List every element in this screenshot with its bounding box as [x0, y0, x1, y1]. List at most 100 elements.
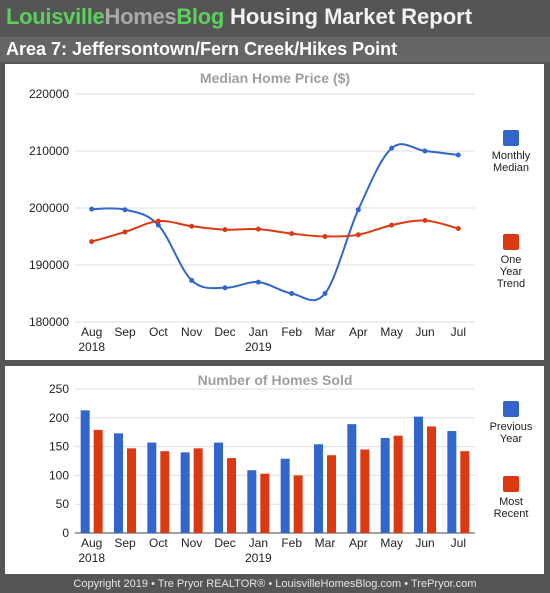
data-point: [122, 229, 128, 235]
x-tick-label: Feb: [281, 325, 302, 339]
legend-label: One: [501, 254, 522, 266]
legend-label: Previous: [490, 421, 533, 433]
bar-series-1: [160, 451, 170, 533]
bar-series-1: [460, 451, 470, 533]
bar-series-0: [114, 433, 123, 533]
brand-logo[interactable]: LouisvilleHomesBlog: [6, 4, 224, 30]
data-point: [255, 226, 261, 232]
footer-copyright: Copyright 2019 • Tre Pryor REALTOR® • Lo…: [73, 578, 477, 590]
x-tick-label: Jun: [415, 325, 434, 339]
x-tick-label: Oct: [149, 536, 168, 550]
x-tick-label: May: [380, 325, 403, 339]
legend-swatch: [503, 401, 519, 417]
bar-series-0: [447, 431, 457, 533]
brand-part-louisville: Louisville: [6, 4, 105, 29]
data-point: [455, 226, 461, 232]
report-title: Housing Market Report: [230, 4, 473, 29]
x-tick-label: Jan: [249, 325, 268, 339]
x-tick-label: Sep: [114, 536, 136, 550]
legend-label: Most: [499, 496, 523, 508]
data-point: [155, 218, 161, 224]
data-point: [422, 148, 428, 154]
x-tick-label: Nov: [181, 325, 202, 339]
x-tick-label: Aug: [81, 536, 102, 550]
data-point: [189, 223, 195, 229]
x-tick-label: Aug: [81, 325, 102, 339]
bar-series-1: [360, 449, 370, 533]
x-year-label: 2019: [245, 551, 272, 565]
homes-sold-panel: Number of Homes Sold 0 50 100 150 200 250 Aug 20…: [5, 366, 544, 574]
y-tick-label: 100: [49, 468, 69, 482]
x-tick-label: Apr: [349, 536, 368, 550]
bar-series-0: [214, 442, 223, 533]
x-tick-label: Dec: [214, 325, 235, 339]
y-tick-label: 50: [56, 497, 70, 511]
area-banner: Area 7: Jeffersontown/Fern Creek/Hikes P…: [0, 37, 550, 62]
data-point: [189, 277, 195, 283]
bar-series-0: [247, 470, 257, 533]
legend-swatch: [503, 476, 519, 492]
bar-series-0: [80, 410, 90, 533]
data-point: [89, 239, 95, 245]
y-tick-label: 180000: [29, 315, 69, 329]
bar-series-1: [193, 448, 203, 533]
x-tick-label: Jul: [451, 536, 466, 550]
bar-series-0: [347, 424, 357, 533]
bar-series-1: [227, 458, 236, 533]
data-point: [455, 152, 461, 158]
median-price-panel: Median Home Price ($) 180000 190000 200000 2…: [5, 64, 544, 360]
brand-part-blog: Blog: [176, 4, 225, 29]
bar-series-0: [414, 416, 423, 533]
bar-series-0: [147, 442, 157, 533]
x-tick-label: Mar: [315, 536, 336, 550]
bar-series-1: [260, 473, 270, 533]
data-point: [222, 285, 228, 291]
bar-series-0: [380, 437, 390, 533]
bar-series-1: [127, 448, 136, 533]
chart-title: Number of Homes Sold: [198, 372, 353, 388]
x-tick-label: Jan: [249, 536, 268, 550]
legend-swatch: [503, 234, 519, 250]
x-tick-label: May: [380, 536, 403, 550]
series-line-1: [91, 219, 459, 243]
x-tick-label: Mar: [315, 325, 336, 339]
bar-series-1: [293, 475, 303, 533]
x-year-label: 2018: [78, 551, 105, 565]
legend-label: Median: [493, 162, 529, 174]
legend-label: Trend: [497, 278, 525, 290]
data-point: [389, 145, 395, 151]
x-year-label: 2018: [78, 340, 105, 354]
y-tick-label: 150: [49, 440, 69, 454]
x-tick-label: Jul: [451, 325, 466, 339]
bar-series-0: [280, 458, 290, 533]
data-point: [255, 279, 261, 285]
y-tick-label: 190000: [29, 258, 69, 272]
y-tick-label: 200: [49, 411, 69, 425]
y-tick-label: 210000: [29, 144, 69, 158]
bar-series-1: [427, 426, 436, 533]
data-point: [222, 227, 228, 233]
y-tick-label: 220000: [29, 87, 69, 101]
legend-label: Year: [500, 433, 523, 445]
bar-series-0: [314, 444, 323, 533]
x-tick-label: Sep: [114, 325, 136, 339]
data-point: [389, 222, 395, 228]
x-year-label: 2019: [245, 340, 272, 354]
data-point: [322, 234, 328, 239]
chart-title: Median Home Price ($): [200, 70, 350, 86]
data-point: [322, 291, 328, 296]
bar-series-1: [93, 429, 103, 533]
data-point: [89, 206, 95, 212]
area-title: Area 7: Jeffersontown/Fern Creek/Hikes P…: [6, 39, 398, 59]
legend-label: Monthly: [492, 150, 531, 162]
data-point: [422, 218, 428, 224]
data-point: [355, 232, 361, 238]
x-tick-label: Jun: [415, 536, 434, 550]
x-tick-label: Dec: [214, 536, 235, 550]
legend-label: Year: [500, 266, 523, 278]
legend-label: Recent: [494, 508, 529, 520]
legend-swatch: [503, 130, 519, 146]
y-tick-label: 250: [49, 382, 69, 396]
x-tick-label: Apr: [349, 325, 368, 339]
y-tick-label: 200000: [29, 201, 69, 215]
